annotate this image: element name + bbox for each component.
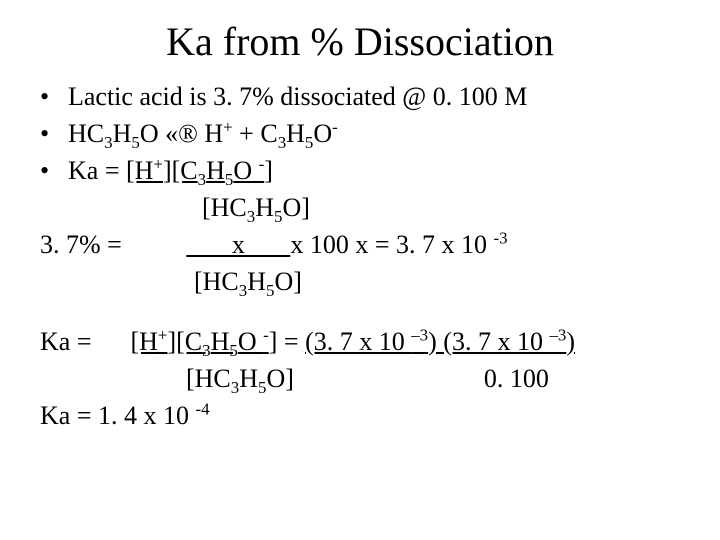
t: H [286,119,305,148]
sup: –3 [549,325,566,344]
bullet-3: • Ka = [H+][C3H5O -] [40,153,680,188]
slide-body: • Lactic acid is 3. 7% dissociated @ 0. … [40,79,680,433]
sup: + [153,155,163,174]
ka-calc-numerator: [H+][C3H5O -] [130,327,277,356]
t: ][C [167,327,202,356]
t: O [140,119,159,148]
t: ] [264,156,273,185]
sub: 3 [247,207,255,226]
bullet-1-text: Lactic acid is 3. 7% dissociated @ 0. 10… [68,79,527,114]
t: [HC [186,364,231,393]
t: (3. 7 x 10 [305,327,411,356]
sub: 3 [202,341,210,360]
percent-denominator-line: [HC3H5O] [68,264,680,299]
t: Ka = [40,327,130,356]
t: 3. 7% = [40,230,128,259]
t: [HC [194,267,239,296]
bullet-2-text: HC3H5O «® H+ + C3H5O- [68,116,338,151]
sub: 3 [239,282,247,301]
sub: 3 [198,170,206,189]
bullet-dot: • [40,153,68,188]
ka-calc-line-1: Ka = [H+][C3H5O -] = (3. 7 x 10 –3) (3. … [40,324,680,359]
ka-result-line: Ka = 1. 4 x 10 -4 [40,398,680,433]
t: H [206,156,225,185]
t: HC [68,119,104,148]
spacer [40,302,680,322]
ka-calc-rhs-numerator: (3. 7 x 10 –3) (3. 7 x 10 –3) [305,327,575,356]
t: H [211,327,230,356]
t: O [238,327,263,356]
t: O [233,156,258,185]
sup: - [332,117,338,136]
sup: + [223,117,233,136]
arrows: «® [159,119,205,148]
sub: 5 [131,133,139,152]
t: O] [274,267,301,296]
sup: –3 [411,325,428,344]
bullet-3-text: Ka = [H+][C3H5O -] [68,153,273,188]
t: O [313,119,332,148]
ka-calc-line-2: [HC3H5O]0. 100 [40,361,680,396]
t: [HC [202,193,247,222]
t: = [277,327,305,356]
ka-numerator: [H+][C3H5O -] [126,156,273,185]
t: O] [282,193,309,222]
t: [H [126,156,153,185]
t: [H [130,327,157,356]
sub: 5 [229,341,237,360]
t: x 100 x = 3. 7 x 10 [290,230,493,259]
t: + C [233,119,278,148]
t: H [255,193,274,222]
t: Ka = [68,156,126,185]
t: 0. 100 [484,364,549,393]
t: H [247,267,266,296]
ka-denominator-line: [HC3H5O] [68,190,680,225]
t: ][C [163,156,198,185]
t: H [113,119,132,148]
t: O] [266,364,293,393]
t: Ka = 1. 4 x 10 [40,401,195,430]
t: ) (3. 7 x 10 [428,327,549,356]
sub: 3 [278,133,286,152]
bullet-2: • HC3H5O «® H+ + C3H5O- [40,116,680,151]
sup: -3 [494,229,508,248]
bullet-dot: • [40,79,68,114]
t: H [204,119,223,148]
sub: 3 [231,378,239,397]
sup: -4 [195,399,209,418]
slide-title: Ka from % Dissociation [40,18,680,65]
bullet-dot: • [40,116,68,151]
sub: 3 [104,133,112,152]
t: H [239,364,258,393]
bullet-1: • Lactic acid is 3. 7% dissociated @ 0. … [40,79,680,114]
percent-line: 3. 7% = x x 100 x = 3. 7 x 10 -3 [40,227,680,262]
t: ) [566,327,575,356]
percent-numerator: x [186,230,290,259]
